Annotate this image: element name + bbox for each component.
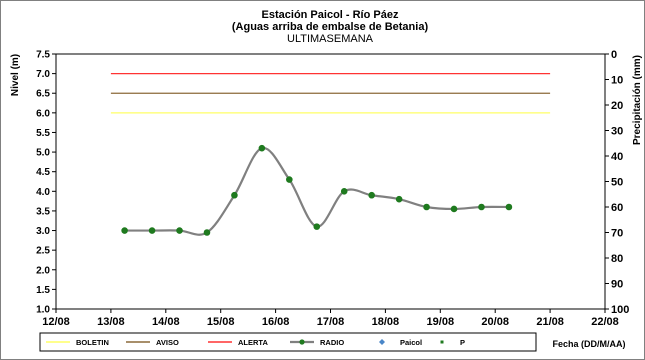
data-point — [505, 203, 513, 211]
y-tick-label: 4.0 — [36, 187, 50, 198]
chart-subtitle-week: ULTIMASEMANA — [287, 33, 374, 45]
data-point — [258, 144, 266, 152]
y-tick-label: 2.0 — [36, 265, 50, 276]
data-point — [148, 227, 156, 234]
x-tick-label: 19/08 — [427, 316, 455, 328]
x-axis-label: Fecha (DD/M/AA) — [552, 339, 625, 349]
data-point — [423, 203, 430, 211]
data-point — [340, 188, 348, 195]
legend-item-aviso: AVISO — [126, 338, 179, 347]
legend-box — [39, 332, 537, 352]
y-tick-label: 3.0 — [36, 226, 50, 237]
legend-item-alerta: ALERTA — [208, 338, 268, 347]
legend: BOLETIN AVISO ALERTA RADIO Paicol P — [39, 332, 537, 352]
plot-area: 1.0 1.5 2.0 2.5 3.0 3.5 4.0 4.5 5.0 5.5 6.0 6.5 7.0 7… — [36, 49, 629, 328]
chart-title: Estación Paicol - Río Páez — [262, 9, 399, 21]
data-point — [231, 191, 238, 199]
y-tick-label: 4.5 — [36, 167, 50, 178]
x-tick-label: 18/08 — [372, 316, 400, 328]
y2-axis-label: Precipitación (mm) — [632, 55, 643, 145]
y2-tick-label: 80 — [611, 253, 623, 265]
data-point — [176, 227, 183, 234]
legend-item-radio: RADIO — [290, 338, 344, 347]
legend-item-p: P — [440, 338, 465, 347]
x-tick-label: 21/08 — [536, 316, 564, 328]
legend-label: BOLETIN — [76, 338, 109, 347]
y-tick-label: 6.0 — [36, 108, 50, 119]
data-point — [313, 223, 321, 230]
y2-tick-label: 40 — [611, 151, 623, 163]
y2-tick-label: 50 — [611, 177, 623, 189]
y2-tick-label: 70 — [611, 228, 623, 240]
legend-marker — [299, 339, 305, 345]
plot-border — [55, 53, 606, 310]
y2-tick-label: 10 — [611, 75, 623, 87]
y2-tick-label: 90 — [611, 279, 623, 291]
legend-label: RADIO — [320, 338, 344, 347]
y2-tick-label: 30 — [611, 126, 623, 138]
legend-label: Paicol — [400, 338, 422, 347]
x-tick-label: 15/08 — [207, 316, 235, 328]
y-tick-label: 5.0 — [36, 148, 50, 159]
x-tick-label: 12/08 — [42, 316, 70, 328]
x-tick-label: 13/08 — [97, 316, 125, 328]
y-tick-label: 2.5 — [36, 246, 50, 257]
data-point — [286, 176, 293, 183]
x-tick-label: 22/08 — [591, 316, 619, 328]
x-tick-label: 20/08 — [481, 316, 509, 328]
data-point — [368, 191, 375, 199]
y2-tick-label: 100 — [611, 304, 629, 316]
data-point — [450, 205, 458, 213]
chart-subtitle: (Aguas arriba de embalse de Betania) — [232, 21, 429, 33]
legend-label: AVISO — [156, 338, 179, 347]
data-point — [478, 203, 485, 211]
y-tick-label: 1.5 — [36, 285, 50, 296]
y-tick-label: 5.5 — [36, 128, 50, 139]
legend-marker — [440, 340, 444, 344]
legend-item-paicol: Paicol — [379, 338, 422, 347]
x-tick-label: 14/08 — [152, 316, 180, 328]
legend-label: ALERTA — [238, 338, 268, 347]
y2-tick-label: 0 — [611, 49, 617, 61]
x-tick-label: 16/08 — [262, 316, 290, 328]
data-point — [121, 227, 128, 234]
y-axis-label: Nivel (m) — [10, 54, 21, 96]
y-tick-label: 1.0 — [36, 305, 50, 316]
data-point — [395, 195, 403, 203]
y-tick-label: 7.5 — [36, 50, 50, 61]
y2-tick-label: 60 — [611, 202, 623, 214]
legend-item-boletin: BOLETIN — [46, 338, 109, 347]
legend-marker — [379, 339, 385, 345]
y-tick-label: 3.5 — [36, 206, 50, 217]
legend-label: P — [460, 338, 465, 347]
y2-tick-label: 20 — [611, 100, 623, 112]
y-tick-label: 6.5 — [36, 89, 50, 100]
data-point — [203, 229, 211, 236]
x-tick-label: 17/08 — [317, 316, 345, 328]
y-tick-label: 7.0 — [36, 69, 50, 80]
